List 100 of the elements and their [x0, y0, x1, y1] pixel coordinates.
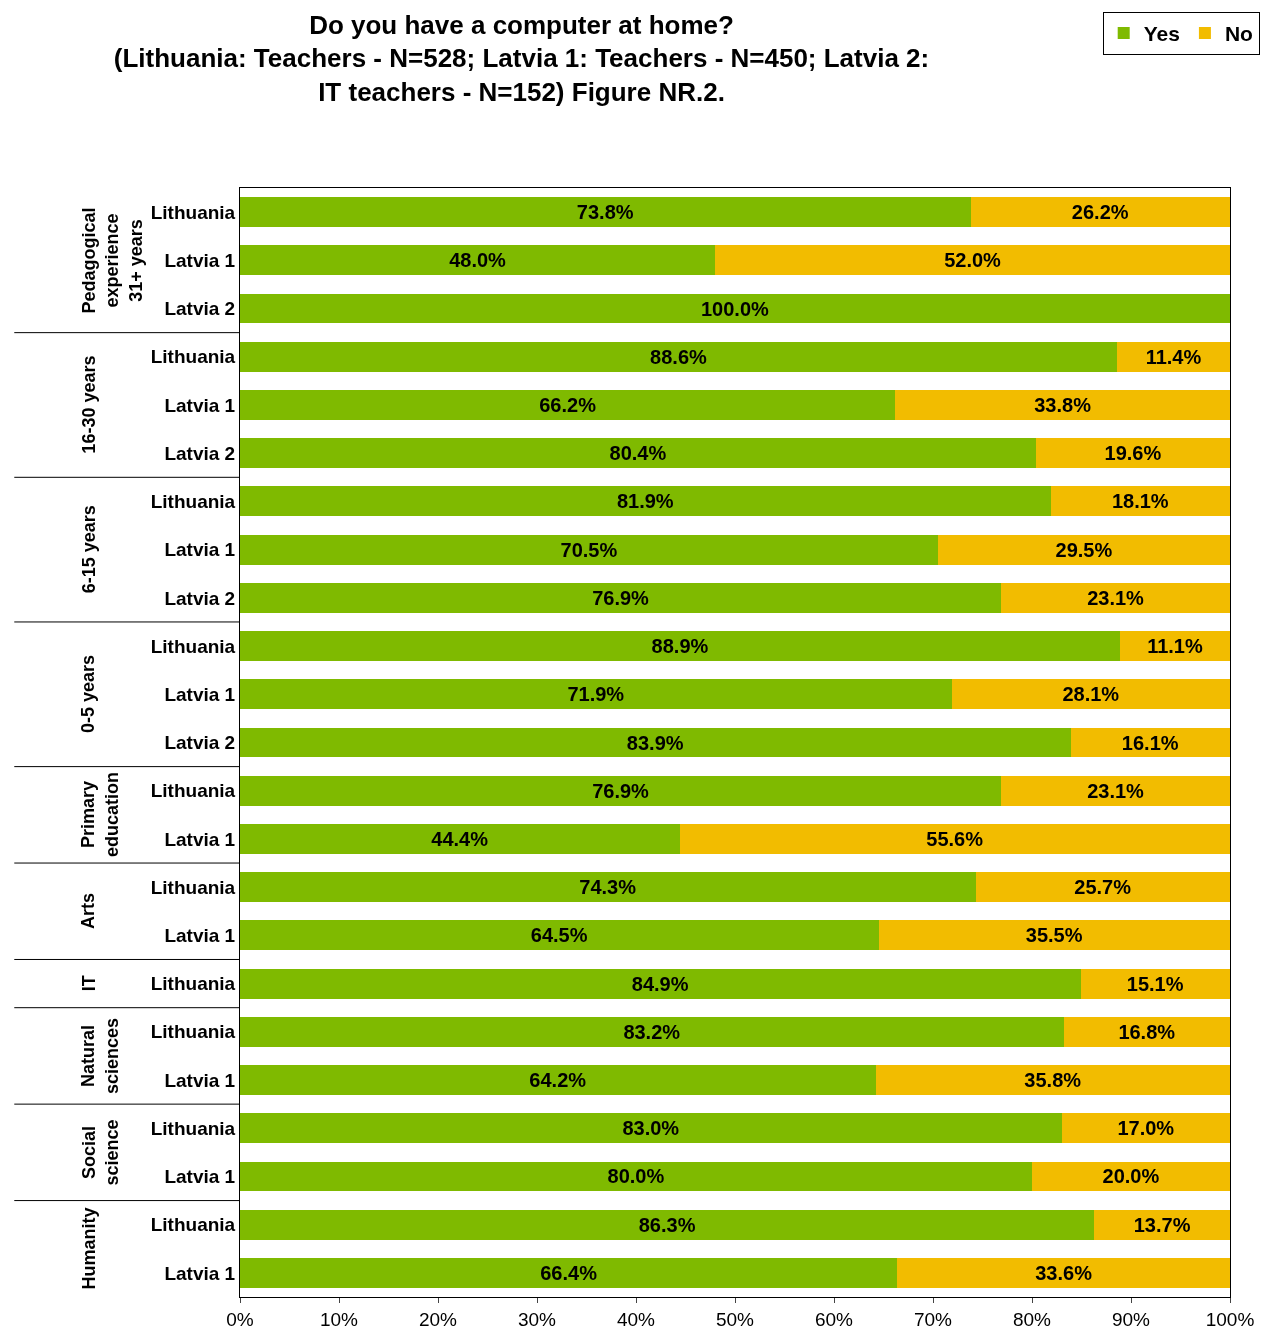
data-label: 19.6% [1104, 442, 1162, 465]
data-label: 35.5% [1025, 924, 1083, 947]
y-tick-label: Latvia 2 [164, 298, 236, 320]
data-label: 18.1% [1111, 490, 1169, 513]
data-label: 66.2% [539, 393, 597, 416]
bar [1050, 486, 1230, 517]
y-tick-label: Latvia 1 [164, 1262, 236, 1284]
data-label: 35.8% [1024, 1069, 1082, 1092]
bar [240, 582, 1002, 613]
data-label: 100.0% [700, 297, 770, 320]
x-tick-label: 30% [517, 1308, 557, 1330]
x-tick-label: 40% [616, 1308, 656, 1330]
y-tick-label: Latvia 1 [164, 683, 236, 705]
bar [1080, 968, 1230, 999]
bar [240, 1257, 898, 1288]
data-label: 64.2% [529, 1069, 587, 1092]
bar [240, 1161, 1032, 1192]
y-tick-label: Lithuania [150, 491, 236, 513]
text: IT [79, 975, 100, 992]
data-label: 86.3% [638, 1213, 696, 1236]
y-tick-label: Latvia 1 [164, 249, 236, 271]
data-label: 23.1% [1087, 586, 1145, 609]
y-tick-label: Latvia 2 [164, 587, 236, 609]
y-tick-label: Lithuania [150, 201, 236, 223]
y-tick-label: Lithuania [150, 1117, 236, 1139]
data-label: 83.9% [626, 731, 684, 754]
data-label: 23.1% [1087, 779, 1145, 802]
bar [240, 197, 971, 228]
bar [240, 679, 952, 710]
data-label: 48.0% [449, 249, 507, 272]
text: Primary education [78, 771, 122, 857]
data-label: 13.7% [1133, 1213, 1191, 1236]
data-label: 64.5% [530, 924, 588, 947]
data-label: 83.0% [622, 1117, 680, 1140]
bar [1035, 438, 1230, 469]
bar [1001, 582, 1230, 613]
bar [240, 534, 938, 565]
data-label: 15.1% [1126, 972, 1184, 995]
data-label: 17.0% [1117, 1117, 1175, 1140]
y-tick-label: Latvia 1 [164, 394, 236, 416]
x-tick-label: 80% [1012, 1308, 1052, 1330]
data-label: 26.2% [1071, 201, 1129, 224]
bar [240, 245, 716, 276]
data-label: 71.9% [567, 683, 625, 706]
data-label: 88.9% [651, 635, 709, 658]
bar [240, 872, 976, 903]
y-tick-label: Latvia 1 [164, 925, 236, 947]
y-tick-label: Lithuania [150, 1214, 236, 1236]
data-label: 55.6% [926, 827, 984, 850]
bar [937, 534, 1230, 565]
y-tick-label: Latvia 2 [164, 442, 236, 464]
bar [878, 920, 1230, 951]
bar [240, 775, 1002, 806]
text: 6-15 years [79, 505, 100, 594]
y-tick-label: Lithuania [150, 346, 236, 368]
bar [1061, 1113, 1230, 1144]
bar [1094, 1209, 1230, 1240]
x-tick-label: 10% [319, 1308, 359, 1330]
data-label: 33.6% [1035, 1261, 1093, 1284]
data-label: 28.1% [1062, 683, 1120, 706]
x-tick-label: 70% [913, 1308, 953, 1330]
data-label: 66.4% [540, 1261, 598, 1284]
x-tick-label: 90% [1111, 1308, 1151, 1330]
text: Pedagogical experience 31+ years [78, 207, 146, 314]
bar [240, 341, 1118, 372]
text: Natural sciences [78, 1018, 122, 1095]
data-label: 83.2% [623, 1020, 681, 1043]
bar [975, 872, 1230, 903]
bar [240, 293, 1230, 324]
bar [240, 1209, 1095, 1240]
data-label: 70.5% [560, 538, 618, 561]
text: 16-30 years [78, 355, 99, 454]
data-label: 11.4% [1145, 345, 1202, 368]
data-label: 88.6% [650, 345, 708, 368]
data-label: 73.8% [576, 201, 634, 224]
y-tick-label: Latvia 2 [164, 732, 236, 754]
data-label: 29.5% [1055, 538, 1113, 561]
y-tick-label: Latvia 1 [164, 1166, 236, 1188]
x-tick-label: 20% [418, 1308, 458, 1330]
bar [679, 823, 1230, 854]
bar [240, 438, 1036, 469]
data-label: 16.1% [1121, 731, 1179, 754]
bar [240, 968, 1081, 999]
text: Humanity [78, 1207, 99, 1290]
bar [240, 1016, 1064, 1047]
y-tick-label: Latvia 1 [164, 539, 236, 561]
bar [240, 727, 1071, 758]
data-label: 80.4% [609, 442, 667, 465]
data-label: 74.3% [579, 876, 637, 899]
bar [875, 1065, 1230, 1095]
bar [895, 390, 1230, 420]
y-tick-label: Lithuania [150, 876, 236, 898]
y-tick-label: Lithuania [150, 1021, 236, 1043]
x-tick-label: 60% [814, 1308, 854, 1330]
data-label: 80.0% [607, 1165, 665, 1188]
y-tick-label: Lithuania [150, 635, 236, 657]
data-label: 84.9% [631, 972, 689, 995]
text: Social science [78, 1119, 123, 1186]
bar [897, 1257, 1230, 1288]
bar [970, 197, 1230, 228]
